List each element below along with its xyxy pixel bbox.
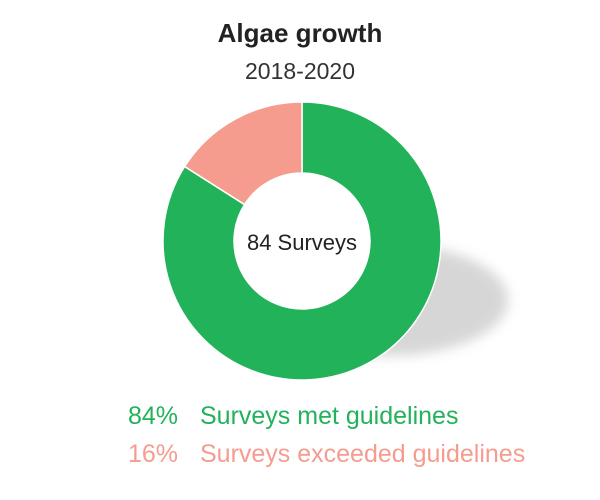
legend-percent: 16%	[128, 440, 179, 468]
donut-hole	[234, 173, 370, 309]
legend-item-met: 84% Surveys met guidelines	[128, 402, 458, 431]
chart-title: Algae growth	[217, 18, 383, 48]
legend-percent: 84%	[128, 402, 179, 430]
legend-item-exceeded: 16% Surveys exceeded guidelines	[128, 440, 525, 469]
center-label: 84 Surveys	[247, 230, 357, 255]
legend-label: Surveys exceeded guidelines	[200, 440, 526, 468]
legend-label: Surveys met guidelines	[200, 402, 459, 430]
chart-subtitle: 2018-2020	[245, 58, 355, 84]
